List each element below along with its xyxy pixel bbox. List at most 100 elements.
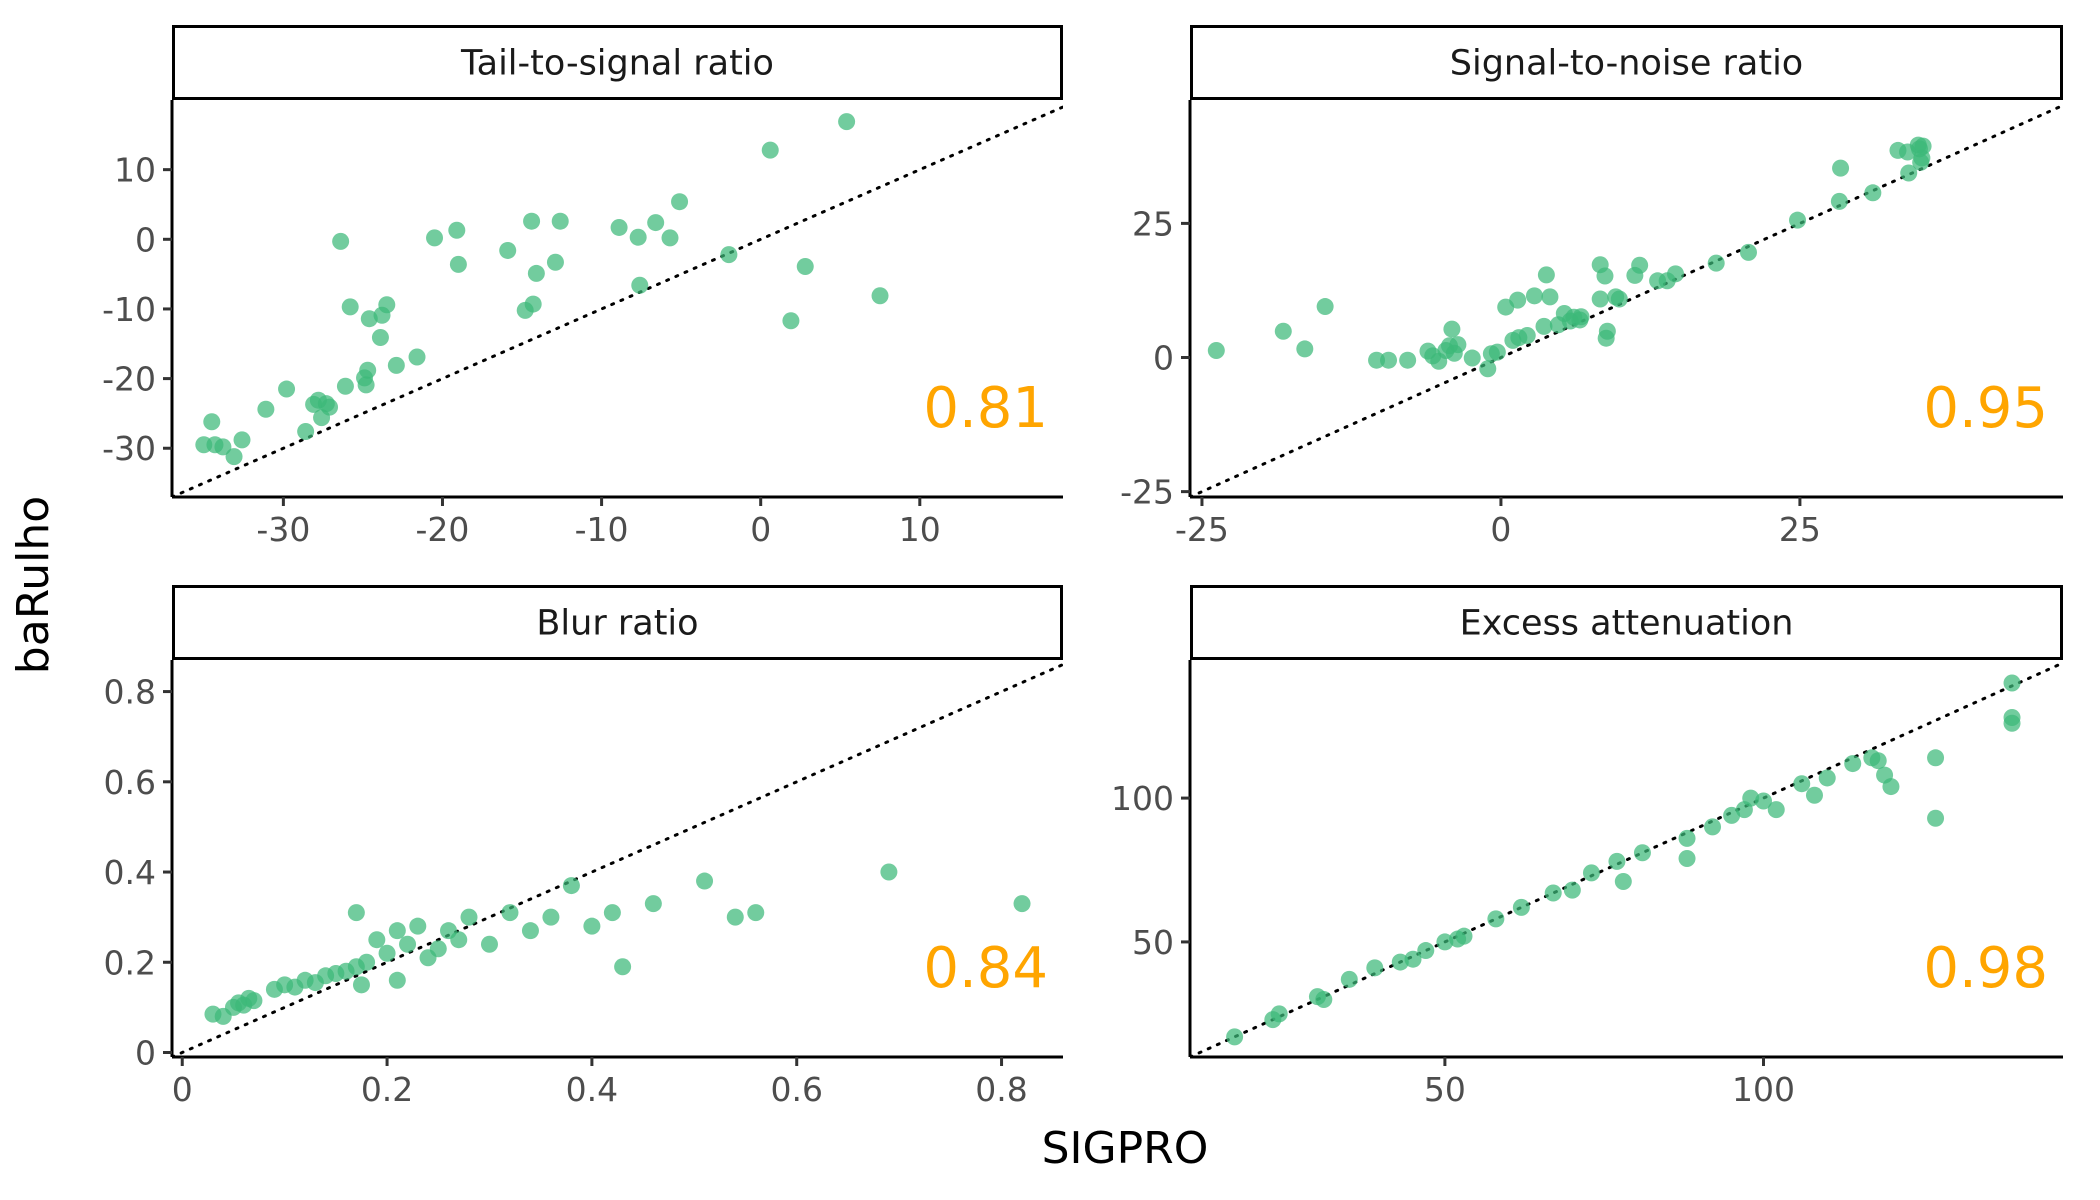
identity-reference-line — [1190, 103, 2063, 497]
data-point — [527, 264, 545, 282]
data-point — [1707, 254, 1725, 272]
data-point — [1742, 789, 1760, 807]
data-point — [360, 310, 378, 328]
x-tick-label: 10 — [899, 510, 941, 549]
data-point — [399, 935, 417, 953]
data-point — [1927, 809, 1945, 827]
y-tick-label: -20 — [102, 360, 156, 399]
data-point — [1805, 786, 1823, 804]
data-point — [297, 423, 315, 441]
y-tick-label: 0.2 — [104, 943, 156, 982]
data-point — [499, 241, 517, 259]
facet-title: Excess attenuation — [1460, 604, 1794, 644]
data-point — [1755, 792, 1773, 810]
y-tick-label: 0.8 — [104, 673, 156, 712]
y-tick-label: -30 — [102, 429, 156, 468]
data-point — [371, 329, 389, 347]
data-point — [1487, 910, 1505, 928]
y-axis-title: baRulho — [8, 496, 59, 674]
panel-3: Blur ratio 0 0.2 0.4 0.6 0.8 0 0.2 0.4 0.6 0.8 0.84 — [104, 585, 1063, 1109]
data-point — [408, 348, 426, 366]
data-point — [696, 872, 714, 890]
data-point — [1678, 829, 1696, 847]
data-point — [1366, 959, 1384, 977]
data-point — [388, 971, 406, 989]
facet-strip — [172, 585, 1063, 660]
data-point — [1631, 256, 1649, 274]
data-point — [1316, 298, 1334, 316]
data-point — [1572, 308, 1590, 326]
data-point — [1927, 749, 1945, 767]
data-point — [1479, 360, 1497, 378]
data-point — [409, 917, 427, 935]
data-point — [1864, 184, 1882, 202]
data-point — [1391, 953, 1409, 971]
data-point — [1296, 340, 1314, 358]
data-point — [225, 448, 243, 466]
facet-strip — [172, 25, 1063, 100]
x-tick-label: -10 — [575, 510, 629, 549]
data-point — [245, 992, 263, 1010]
y-tick-label: 0 — [1153, 339, 1174, 378]
data-point — [546, 253, 564, 271]
data-point — [1563, 881, 1581, 899]
data-point — [610, 218, 628, 236]
data-point — [644, 895, 662, 913]
data-point — [368, 931, 386, 949]
data-point — [233, 431, 251, 449]
y-tick-label: 25 — [1132, 204, 1174, 243]
data-point — [583, 917, 601, 935]
data-point — [1368, 351, 1386, 369]
x-axis-title: SIGPRO — [1042, 1123, 1209, 1174]
data-point — [562, 877, 580, 895]
data-point — [1704, 818, 1722, 836]
data-point — [1535, 317, 1553, 335]
data-point — [341, 298, 359, 316]
data-point — [1270, 1005, 1288, 1023]
data-point — [449, 255, 467, 273]
data-point — [1793, 775, 1811, 793]
data-point — [1512, 898, 1530, 916]
data-point — [880, 863, 898, 881]
data-point — [1463, 349, 1481, 367]
data-point — [429, 940, 447, 958]
data-point — [1633, 844, 1651, 862]
y-tick-label: 0 — [135, 220, 156, 259]
data-point — [1443, 320, 1461, 338]
data-point — [480, 935, 498, 953]
y-tick-label: 0.4 — [104, 853, 156, 892]
data-point — [761, 141, 779, 159]
data-point — [1882, 778, 1900, 796]
data-point — [1537, 266, 1555, 284]
data-point — [203, 413, 221, 431]
data-point — [460, 908, 478, 926]
data-point — [631, 276, 649, 294]
panel-1: Tail-to-signal ratio -30 -20 -10 0 10 -30 -20 -1… — [102, 25, 1063, 549]
data-point — [1869, 752, 1887, 770]
x-tick-label: -25 — [1175, 510, 1229, 549]
data-point — [782, 312, 800, 330]
y-tick-label: 0 — [135, 1033, 156, 1072]
data-point — [1518, 327, 1536, 345]
data-point — [1449, 336, 1467, 354]
data-point — [332, 232, 350, 250]
data-point — [1678, 850, 1696, 867]
data-point — [1844, 755, 1862, 773]
data-point — [317, 395, 335, 413]
data-point — [1509, 291, 1527, 309]
y-tick-label: 0.6 — [104, 763, 156, 802]
y-tick-label: 10 — [114, 151, 156, 190]
data-point — [2003, 674, 2021, 692]
data-point — [1380, 351, 1398, 369]
data-point — [1789, 211, 1807, 229]
data-point — [426, 229, 444, 247]
data-point — [1455, 927, 1473, 945]
x-tick-label: 25 — [1779, 510, 1821, 549]
data-point — [501, 904, 519, 922]
data-point — [448, 221, 466, 239]
y-tick-label: -25 — [1120, 473, 1174, 512]
facet-title: Blur ratio — [536, 604, 698, 644]
data-point — [388, 922, 406, 940]
data-point — [542, 908, 560, 926]
data-point — [378, 296, 396, 314]
